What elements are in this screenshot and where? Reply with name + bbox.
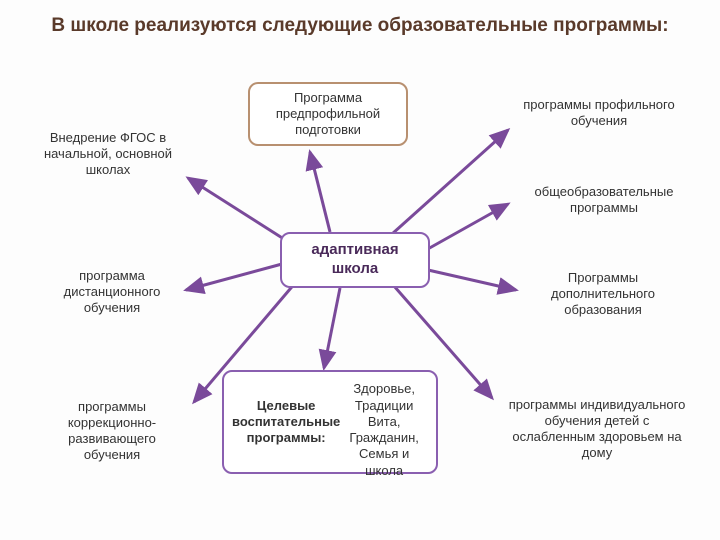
node-label: общеобразовательные программы (518, 184, 690, 217)
node-label: программы индивидуального обучения детей… (504, 397, 690, 462)
center-node: адаптивная школа (280, 232, 430, 288)
node-target: Целевые воспитательные программы:Здоровь… (222, 370, 438, 474)
arrow (426, 204, 508, 250)
page-title: В школе реализуются следующие образовате… (0, 0, 720, 47)
node-individual: программы индивидуального обучения детей… (496, 378, 698, 480)
node-general: общеобразовательные программы (510, 178, 698, 222)
arrow (186, 264, 282, 290)
node-additional: Программы дополнительного образования (522, 258, 684, 330)
arrow (324, 288, 340, 368)
node-distance: программа дистанционного обучения (44, 258, 180, 326)
node-label: программа дистанционного обучения (52, 268, 172, 317)
node-fgos: Внедрение ФГОС в начальной, основной шко… (34, 108, 182, 200)
node-label: Внедрение ФГОС в начальной, основной шко… (42, 130, 174, 179)
arrow (428, 270, 516, 290)
node-profile: программы профильного обучения (510, 88, 688, 138)
node-label: Программы дополнительного образования (530, 270, 676, 319)
node-preprof: Программа предпрофильной подготовки (248, 82, 408, 146)
node-correction: программы коррекционно-развивающего обуч… (38, 388, 186, 474)
node-label: программы коррекционно-развивающего обуч… (46, 399, 178, 464)
node-label: программы профильного обучения (518, 97, 680, 130)
arrow (310, 152, 330, 232)
arrow (392, 130, 508, 234)
node-label: Программа предпрофильной подготовки (258, 90, 398, 139)
